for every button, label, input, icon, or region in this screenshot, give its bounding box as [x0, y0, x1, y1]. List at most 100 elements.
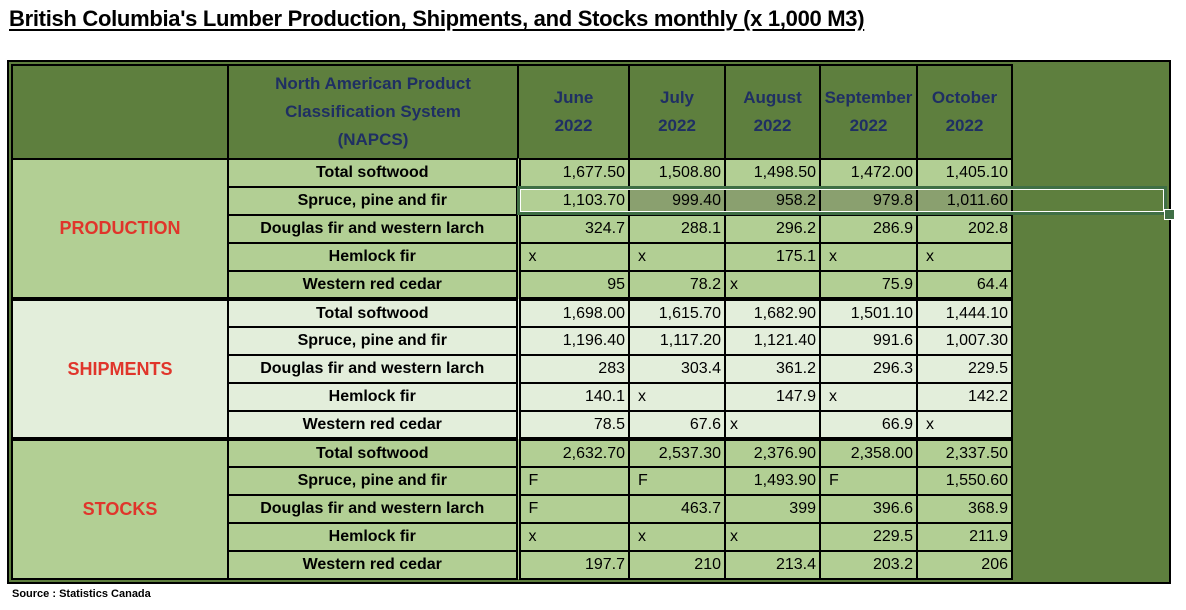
value-cell[interactable]: 1,007.30 [916, 326, 1013, 356]
value-cell[interactable]: 1,550.60 [916, 466, 1013, 496]
value-cell[interactable]: 213.4 [724, 550, 821, 580]
row-label[interactable]: Spruce, pine and fir [227, 466, 519, 496]
header-classification[interactable]: North American Product Classification Sy… [227, 64, 519, 160]
value-cell[interactable]: 202.8 [916, 214, 1013, 244]
value-cell[interactable]: 1,121.40 [724, 326, 821, 356]
value-cell[interactable]: 1,444.10 [916, 297, 1013, 328]
header-month-october[interactable]: October 2022 [916, 64, 1013, 160]
value-cell[interactable]: 203.2 [819, 550, 918, 580]
category-stocks[interactable]: STOCKS [11, 437, 229, 580]
value-cell[interactable]: 999.40 [628, 186, 726, 216]
row-label[interactable]: Hemlock fir [227, 382, 519, 412]
value-cell[interactable]: 1,493.90 [724, 466, 821, 496]
value-cell[interactable]: x [628, 522, 726, 552]
value-cell[interactable]: x [515, 242, 630, 272]
value-cell[interactable]: 175.1 [724, 242, 821, 272]
row-label[interactable]: Western red cedar [227, 550, 519, 580]
value-cell[interactable]: 67.6 [628, 410, 726, 440]
value-cell[interactable]: 1,196.40 [515, 326, 630, 356]
value-cell[interactable]: x [724, 522, 821, 552]
value-cell[interactable]: 1,103.70 [515, 186, 630, 216]
value-cell[interactable]: 142.2 [916, 382, 1013, 412]
category-production[interactable]: PRODUCTION [11, 158, 229, 300]
row-label[interactable]: Spruce, pine and fir [227, 326, 519, 356]
value-cell[interactable]: F [819, 466, 918, 496]
value-cell[interactable]: 206 [916, 550, 1013, 580]
value-cell[interactable]: 210 [628, 550, 726, 580]
value-cell[interactable]: 1,501.10 [819, 297, 918, 328]
header-corner-cell[interactable] [11, 64, 229, 160]
value-cell[interactable]: 1,498.50 [724, 158, 821, 188]
row-label[interactable]: Western red cedar [227, 270, 519, 300]
value-cell[interactable]: 296.2 [724, 214, 821, 244]
row-label[interactable]: Total softwood [227, 297, 519, 328]
value-cell[interactable]: 368.9 [916, 494, 1013, 524]
row-label[interactable]: Hemlock fir [227, 522, 519, 552]
value-cell[interactable]: 64.4 [916, 270, 1013, 300]
selection-fill-handle[interactable] [1164, 209, 1175, 220]
value-cell[interactable]: x [916, 242, 1013, 272]
value-cell[interactable]: 66.9 [819, 410, 918, 440]
value-cell[interactable]: 1,682.90 [724, 297, 821, 328]
value-cell[interactable]: 396.6 [819, 494, 918, 524]
value-cell[interactable]: 1,011.60 [916, 186, 1013, 216]
value-cell[interactable]: 2,537.30 [628, 437, 726, 468]
value-cell[interactable]: x [515, 522, 630, 552]
value-cell[interactable]: F [515, 494, 630, 524]
value-cell[interactable]: 2,337.50 [916, 437, 1013, 468]
value-cell[interactable]: 2,358.00 [819, 437, 918, 468]
value-cell[interactable]: x [916, 410, 1013, 440]
value-cell[interactable]: 78.5 [515, 410, 630, 440]
value-cell[interactable]: 1,405.10 [916, 158, 1013, 188]
value-cell[interactable]: 229.5 [916, 354, 1013, 384]
value-cell[interactable]: 991.6 [819, 326, 918, 356]
value-cell[interactable]: 147.9 [724, 382, 821, 412]
value-cell[interactable]: 286.9 [819, 214, 918, 244]
value-cell[interactable]: 1,615.70 [628, 297, 726, 328]
value-cell[interactable]: 75.9 [819, 270, 918, 300]
value-cell[interactable]: 211.9 [916, 522, 1013, 552]
value-cell[interactable]: 288.1 [628, 214, 726, 244]
value-cell[interactable]: F [628, 466, 726, 496]
value-cell[interactable]: F [515, 466, 630, 496]
row-label[interactable]: Douglas fir and western larch [227, 354, 519, 384]
value-cell[interactable]: x [819, 382, 918, 412]
value-cell[interactable]: 979.8 [819, 186, 918, 216]
value-cell[interactable]: 229.5 [819, 522, 918, 552]
value-cell[interactable]: x [628, 242, 726, 272]
value-cell[interactable]: 1,508.80 [628, 158, 726, 188]
value-cell[interactable]: 283 [515, 354, 630, 384]
value-cell[interactable]: x [724, 410, 821, 440]
row-label[interactable]: Douglas fir and western larch [227, 494, 519, 524]
value-cell[interactable]: 399 [724, 494, 821, 524]
row-label[interactable]: Western red cedar [227, 410, 519, 440]
value-cell[interactable]: 78.2 [628, 270, 726, 300]
value-cell[interactable]: 1,677.50 [515, 158, 630, 188]
row-label[interactable]: Hemlock fir [227, 242, 519, 272]
header-month-july[interactable]: July 2022 [628, 64, 726, 160]
header-month-june[interactable]: June 2022 [517, 64, 630, 160]
value-cell[interactable]: 303.4 [628, 354, 726, 384]
row-label[interactable]: Total softwood [227, 158, 519, 188]
value-cell[interactable]: 2,632.70 [515, 437, 630, 468]
value-cell[interactable]: 140.1 [515, 382, 630, 412]
value-cell[interactable]: 197.7 [515, 550, 630, 580]
value-cell[interactable]: x [819, 242, 918, 272]
row-label[interactable]: Douglas fir and western larch [227, 214, 519, 244]
value-cell[interactable]: 95 [515, 270, 630, 300]
category-shipments[interactable]: SHIPMENTS [11, 297, 229, 440]
value-cell[interactable]: 958.2 [724, 186, 821, 216]
value-cell[interactable]: x [628, 382, 726, 412]
value-cell[interactable]: x [724, 270, 821, 300]
value-cell[interactable]: 463.7 [628, 494, 726, 524]
value-cell[interactable]: 1,472.00 [819, 158, 918, 188]
value-cell[interactable]: 361.2 [724, 354, 821, 384]
header-month-august[interactable]: August 2022 [724, 64, 821, 160]
value-cell[interactable]: 2,376.90 [724, 437, 821, 468]
value-cell[interactable]: 296.3 [819, 354, 918, 384]
value-cell[interactable]: 1,117.20 [628, 326, 726, 356]
value-cell[interactable]: 324.7 [515, 214, 630, 244]
row-label[interactable]: Spruce, pine and fir [227, 186, 519, 216]
value-cell[interactable]: 1,698.00 [515, 297, 630, 328]
row-label[interactable]: Total softwood [227, 437, 519, 468]
